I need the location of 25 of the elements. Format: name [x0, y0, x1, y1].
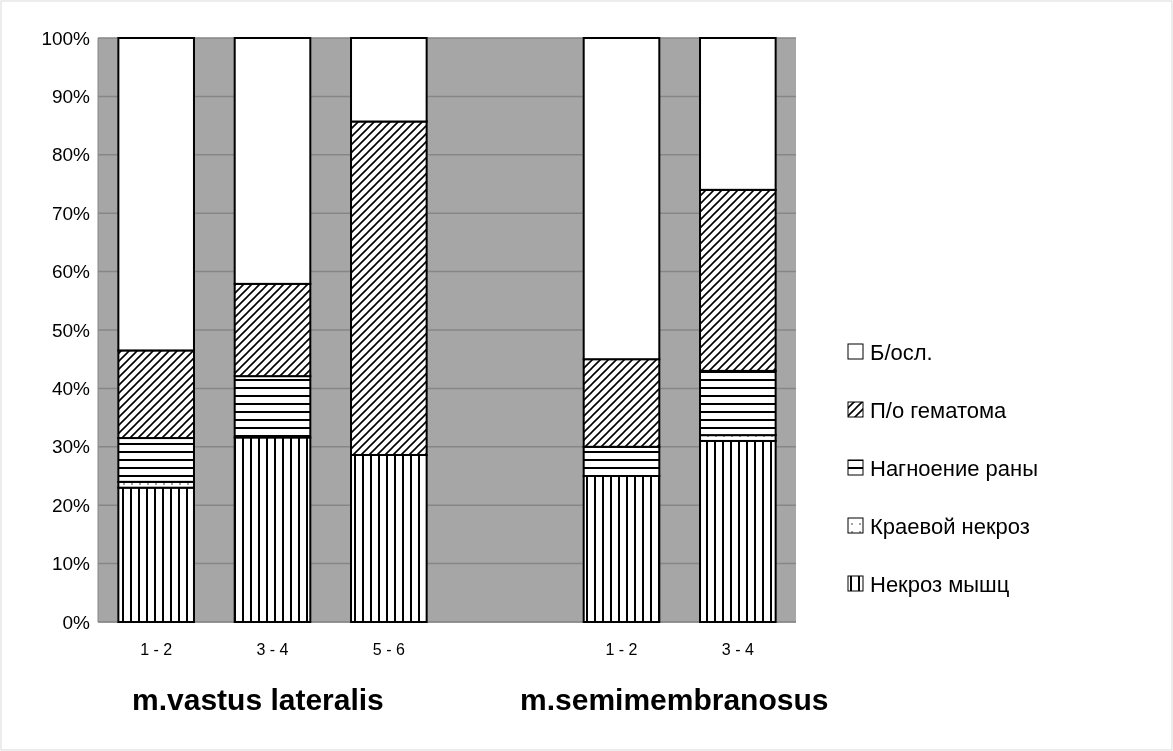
y-tick-label: 70%	[51, 202, 91, 224]
text: m.vastus lateralis	[132, 683, 384, 716]
legend-label: Нагноение раны	[870, 455, 1038, 481]
x-tick-label: 3 - 4	[256, 641, 289, 658]
y-tick-label: 0%	[62, 611, 91, 633]
y-tick-label: 10%	[51, 553, 91, 575]
legend-label: Б/осл.	[870, 339, 933, 365]
y-tick-label: 90%	[51, 86, 91, 108]
y-tick-label: 60%	[51, 261, 91, 283]
x-tick-label: 1 - 2	[605, 641, 638, 658]
x-tick-label: 3 - 4	[721, 641, 754, 658]
text: m.semimembranosus	[520, 683, 829, 716]
legend-label: Краевой некроз	[870, 513, 1030, 539]
x-tick-label: 1 - 2	[140, 641, 173, 658]
bar	[117, 486, 195, 623]
legend-label: Некроз мышц	[870, 571, 1010, 597]
y-tick-label: 20%	[51, 494, 91, 516]
bar	[699, 439, 777, 623]
legend-label: П/о гематома	[870, 397, 1008, 423]
y-tick-label: 80%	[51, 144, 91, 166]
y-tick-label: 100%	[41, 27, 91, 49]
x-tick-label: 5 - 6	[372, 641, 405, 658]
y-tick-label: 50%	[51, 319, 91, 341]
y-tick-label: 30%	[51, 436, 91, 458]
y-tick-label: 40%	[51, 378, 91, 400]
